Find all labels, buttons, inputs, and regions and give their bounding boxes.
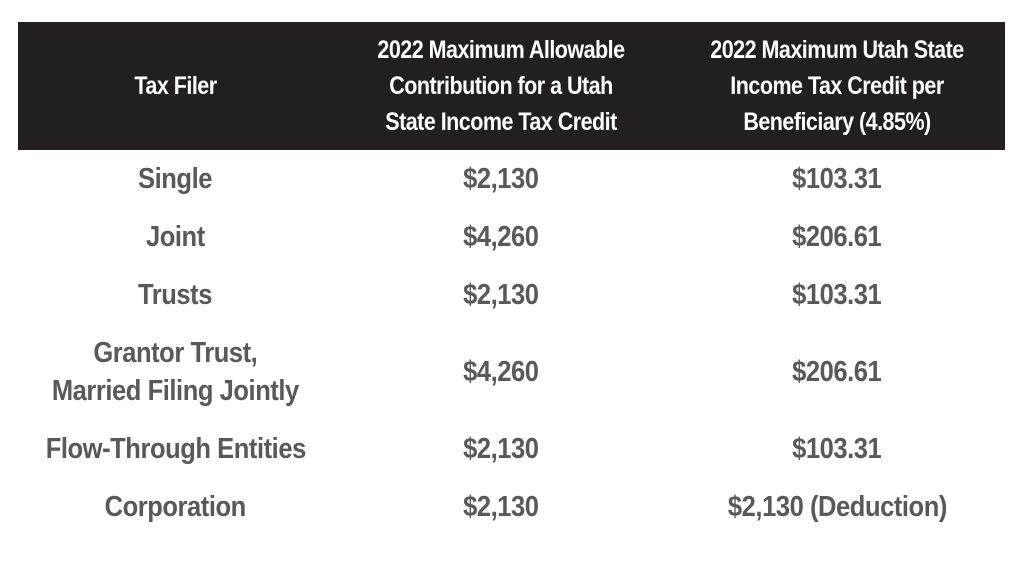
cell-tax-filer-text: Flow-Through Entities [45, 433, 306, 465]
cell-credit-text: $103.31 [792, 433, 882, 465]
cell-tax-filer: Single [18, 150, 333, 208]
table-header: Tax Filer 2022 Maximum Allowable Contrib… [18, 22, 1005, 150]
cell-contribution-text: $4,260 [463, 221, 539, 253]
table-row: Trusts $2,130 $103.31 [18, 266, 1005, 324]
cell-tax-filer-line: Grantor Trust, [93, 337, 258, 369]
table-row: Single $2,130 $103.31 [18, 150, 1005, 208]
cell-credit-text: $206.61 [792, 221, 882, 253]
cell-tax-filer: Grantor Trust, Married Filing Jointly [18, 324, 333, 420]
cell-tax-filer: Joint [18, 208, 333, 266]
cell-credit: $103.31 [669, 266, 1005, 324]
cell-credit: $2,130 (Deduction) [669, 478, 1005, 536]
cell-tax-filer-text: Single [138, 163, 213, 195]
cell-credit: $206.61 [669, 208, 1005, 266]
cell-contribution-text: $2,130 [463, 279, 539, 311]
cell-credit: $206.61 [669, 324, 1005, 420]
cell-tax-filer-text: Corporation [104, 491, 247, 523]
cell-credit-text: $206.61 [792, 356, 882, 388]
cell-contribution-text: $2,130 [463, 163, 539, 195]
cell-credit: $103.31 [669, 150, 1005, 208]
header-max-contribution: 2022 Maximum Allowable Contribution for … [357, 22, 646, 150]
header-max-contribution-line: Contribution for a Utah [389, 72, 613, 100]
cell-credit-text: $103.31 [792, 279, 882, 311]
header-row: Tax Filer 2022 Maximum Allowable Contrib… [18, 22, 1005, 150]
cell-tax-filer-text: Grantor Trust, Married Filing Jointly [52, 334, 299, 410]
cell-credit: $103.31 [669, 420, 1005, 478]
cell-tax-filer: Corporation [18, 478, 333, 536]
cell-contribution: $2,130 [333, 150, 669, 208]
table-row: Flow-Through Entities $2,130 $103.31 [18, 420, 1005, 478]
cell-tax-filer-text: Joint [146, 221, 205, 253]
header-max-contribution-line: 2022 Maximum Allowable [377, 36, 625, 64]
header-max-contribution-line: State Income Tax Credit [385, 108, 617, 136]
cell-credit-text: $103.31 [792, 163, 882, 195]
cell-contribution-text: $2,130 [463, 491, 539, 523]
tax-credit-table-container: Tax Filer 2022 Maximum Allowable Contrib… [18, 22, 1005, 536]
cell-contribution: $2,130 [333, 266, 669, 324]
cell-tax-filer: Flow-Through Entities [18, 420, 333, 478]
cell-contribution-text: $4,260 [463, 356, 539, 388]
header-max-credit: 2022 Maximum Utah State Income Tax Credi… [693, 22, 982, 150]
header-max-credit-line: Beneficiary (4.85%) [743, 108, 931, 136]
cell-contribution: $4,260 [333, 208, 669, 266]
table-row: Corporation $2,130 $2,130 (Deduction) [18, 478, 1005, 536]
cell-tax-filer: Trusts [18, 266, 333, 324]
cell-credit-text: $2,130 (Deduction) [727, 491, 947, 523]
header-tax-filer-line: Tax Filer [134, 72, 217, 100]
table-row: Grantor Trust, Married Filing Jointly $4… [18, 324, 1005, 420]
header-tax-filer: Tax Filer [40, 22, 311, 150]
table-row: Joint $4,260 $206.61 [18, 208, 1005, 266]
cell-tax-filer-line: Married Filing Jointly [52, 375, 299, 407]
cell-contribution-text: $2,130 [463, 433, 539, 465]
header-max-credit-line: 2022 Maximum Utah State [710, 36, 964, 64]
cell-tax-filer-text: Trusts [138, 279, 213, 311]
cell-contribution: $2,130 [333, 478, 669, 536]
tax-credit-table: Tax Filer 2022 Maximum Allowable Contrib… [18, 22, 1005, 536]
table-body: Single $2,130 $103.31 Joint $4,260 $206.… [18, 150, 1005, 536]
header-max-credit-line: Income Tax Credit per [730, 72, 944, 100]
cell-contribution: $4,260 [333, 324, 669, 420]
cell-contribution: $2,130 [333, 420, 669, 478]
